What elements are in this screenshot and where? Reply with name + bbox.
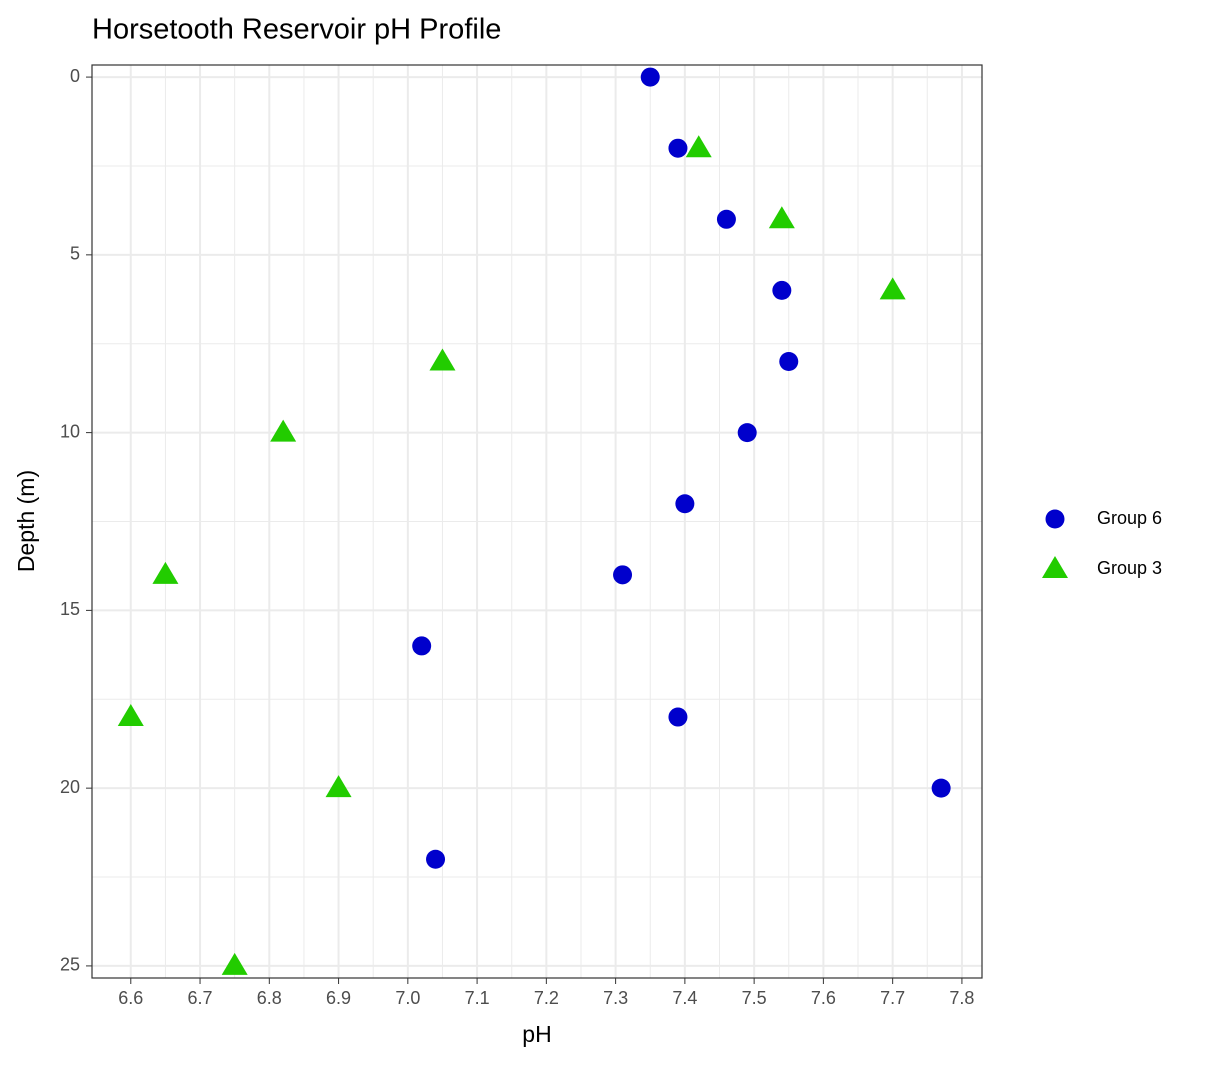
- point: [779, 352, 799, 372]
- y-tick-label: 5: [70, 244, 80, 264]
- y-tick-label: 20: [60, 777, 80, 797]
- point: [768, 206, 795, 229]
- point: [412, 636, 432, 656]
- point: [879, 277, 906, 300]
- point: [931, 778, 951, 798]
- x-tick-label: 7.6: [811, 988, 836, 1008]
- y-axis-title: Depth (m): [13, 470, 39, 572]
- x-tick-label: 7.7: [880, 988, 905, 1008]
- point: [675, 494, 695, 514]
- x-tick-label: 7.3: [603, 988, 628, 1008]
- point: [737, 423, 757, 443]
- y-tick-label: 15: [60, 599, 80, 619]
- y-tick-label: 0: [70, 66, 80, 86]
- point: [613, 565, 633, 585]
- x-tick-label: 7.0: [395, 988, 420, 1008]
- y-tick-label: 25: [60, 955, 80, 975]
- point: [668, 138, 688, 158]
- legend-label: Group 3: [1097, 558, 1162, 578]
- x-tick-label: 7.2: [534, 988, 559, 1008]
- point: [668, 707, 688, 727]
- point: [270, 419, 297, 442]
- x-tick-label: 6.6: [118, 988, 143, 1008]
- point: [640, 67, 660, 87]
- legend-key: [1042, 556, 1068, 578]
- x-tick-label: 6.7: [188, 988, 213, 1008]
- point: [429, 348, 456, 371]
- point: [772, 280, 792, 300]
- y-tick-label: 10: [60, 421, 80, 441]
- point: [221, 952, 248, 975]
- plot-border: [91, 64, 983, 979]
- x-tick-label: 7.1: [465, 988, 490, 1008]
- x-tick-label: 7.5: [742, 988, 767, 1008]
- x-tick-label: 6.8: [257, 988, 282, 1008]
- chart-title: Horsetooth Reservoir pH Profile: [92, 14, 501, 46]
- x-tick-label: 7.8: [949, 988, 974, 1008]
- point: [716, 209, 736, 229]
- legend-key: [1045, 509, 1065, 529]
- point: [152, 561, 179, 584]
- x-axis-title: pH: [522, 1021, 551, 1047]
- x-tick-label: 6.9: [326, 988, 351, 1008]
- legend-label: Group 6: [1097, 508, 1162, 528]
- point: [426, 849, 446, 869]
- point: [325, 775, 352, 798]
- point: [117, 704, 144, 727]
- x-tick-label: 7.4: [672, 988, 697, 1008]
- point: [685, 135, 712, 158]
